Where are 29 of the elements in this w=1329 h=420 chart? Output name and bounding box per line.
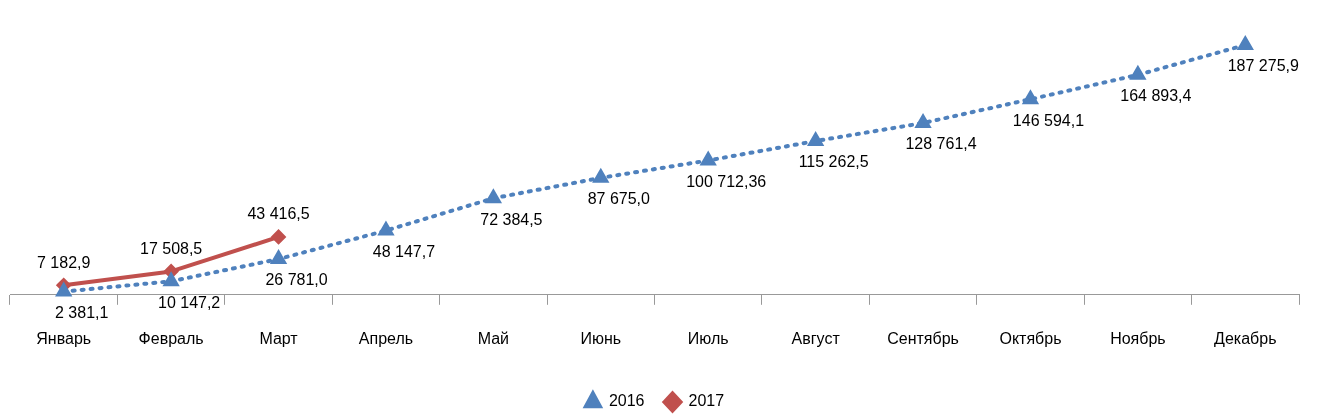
x-tick-label: Декабрь [1214,329,1277,347]
x-tick-label: Ноябрь [1110,329,1166,347]
x-tick-label: Август [791,329,841,347]
x-tick-label: Январь [36,329,92,347]
data-label: 146 594,1 [1012,111,1085,129]
x-tick-label: Июль [687,329,729,347]
data-label: 48 147,7 [372,242,436,260]
data-label: 72 384,5 [480,210,543,228]
x-tick-label: Сентябрь [887,329,959,347]
data-label: 10 147,2 [157,293,221,311]
legend-label: 2017 [688,392,725,410]
data-label: 187 275,9 [1227,57,1299,75]
data-label: 7 182,9 [37,253,91,271]
data-label: 2 381,1 [55,304,109,322]
legend-label: 2016 [608,392,645,410]
data-label: 100 712,36 [686,172,767,190]
data-label: 128 761,4 [905,135,977,153]
x-tick-label: Февраль [138,329,204,347]
data-label: 164 893,4 [1120,87,1192,105]
data-label: 26 781,0 [265,271,328,289]
x-tick-label: Май [477,329,510,347]
x-tick-label: Апрель [358,329,414,347]
x-tick-label: Июнь [580,329,622,347]
data-label: 87 675,0 [587,190,651,208]
data-label: 43 416,5 [247,205,310,223]
data-label: 115 262,5 [798,153,869,171]
x-tick-label: Март [259,329,299,347]
x-tick-label: Октябрь [999,329,1062,347]
data-label: 17 508,5 [139,239,203,257]
